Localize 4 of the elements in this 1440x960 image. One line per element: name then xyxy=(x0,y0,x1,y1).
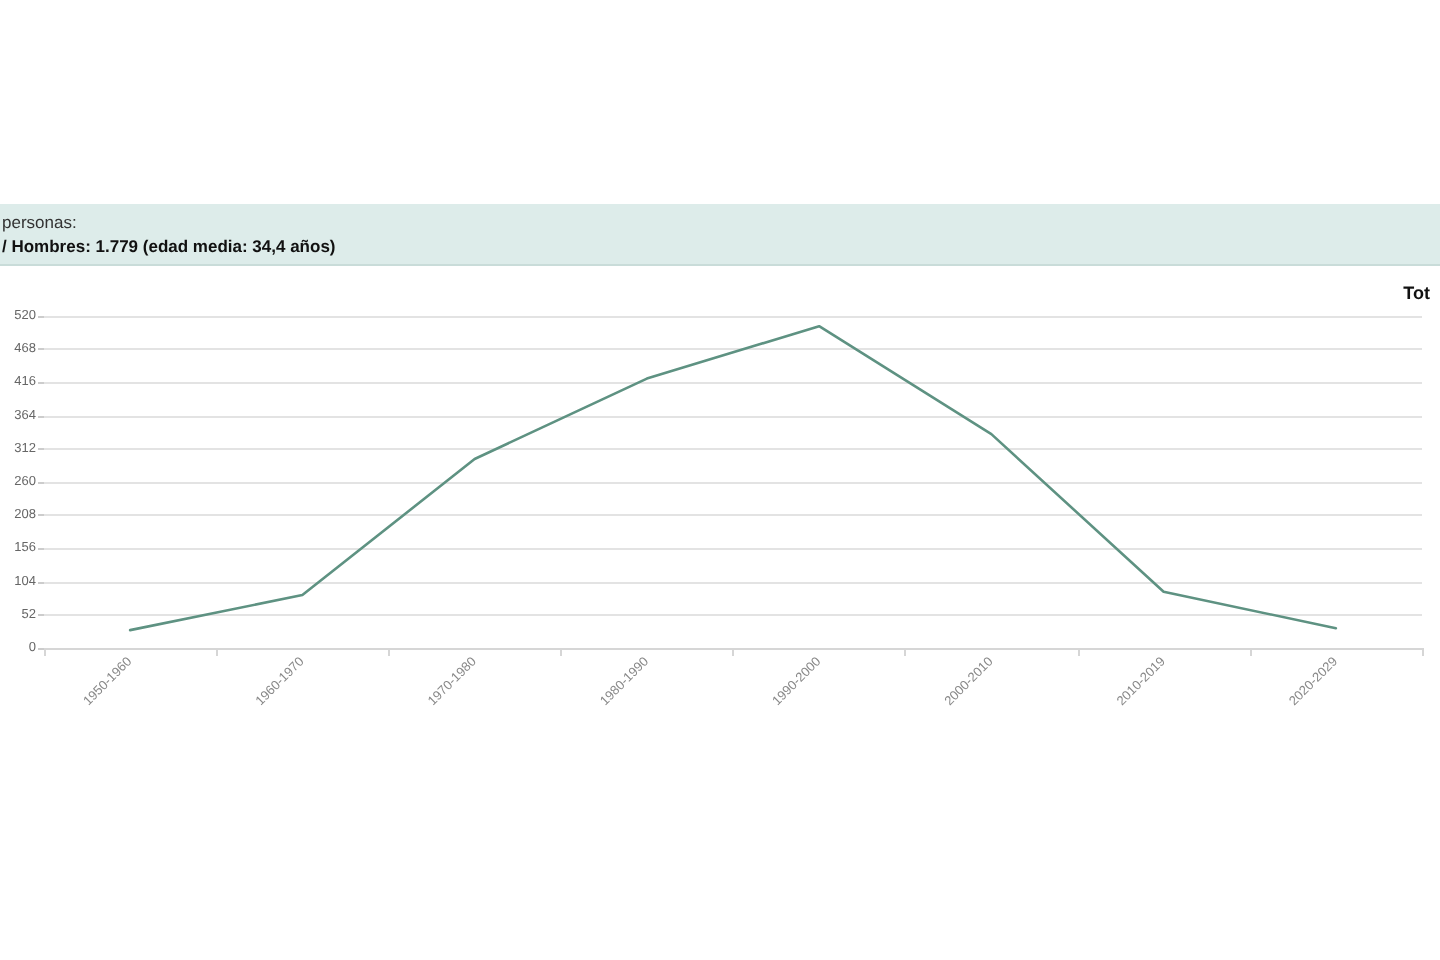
text: personas: xyxy=(2,212,77,232)
chart-title: Tot xyxy=(1403,283,1431,303)
text: / Hombres: 1.779 (edad media: 34,4 años) xyxy=(2,236,336,256)
line-series xyxy=(128,324,1338,632)
